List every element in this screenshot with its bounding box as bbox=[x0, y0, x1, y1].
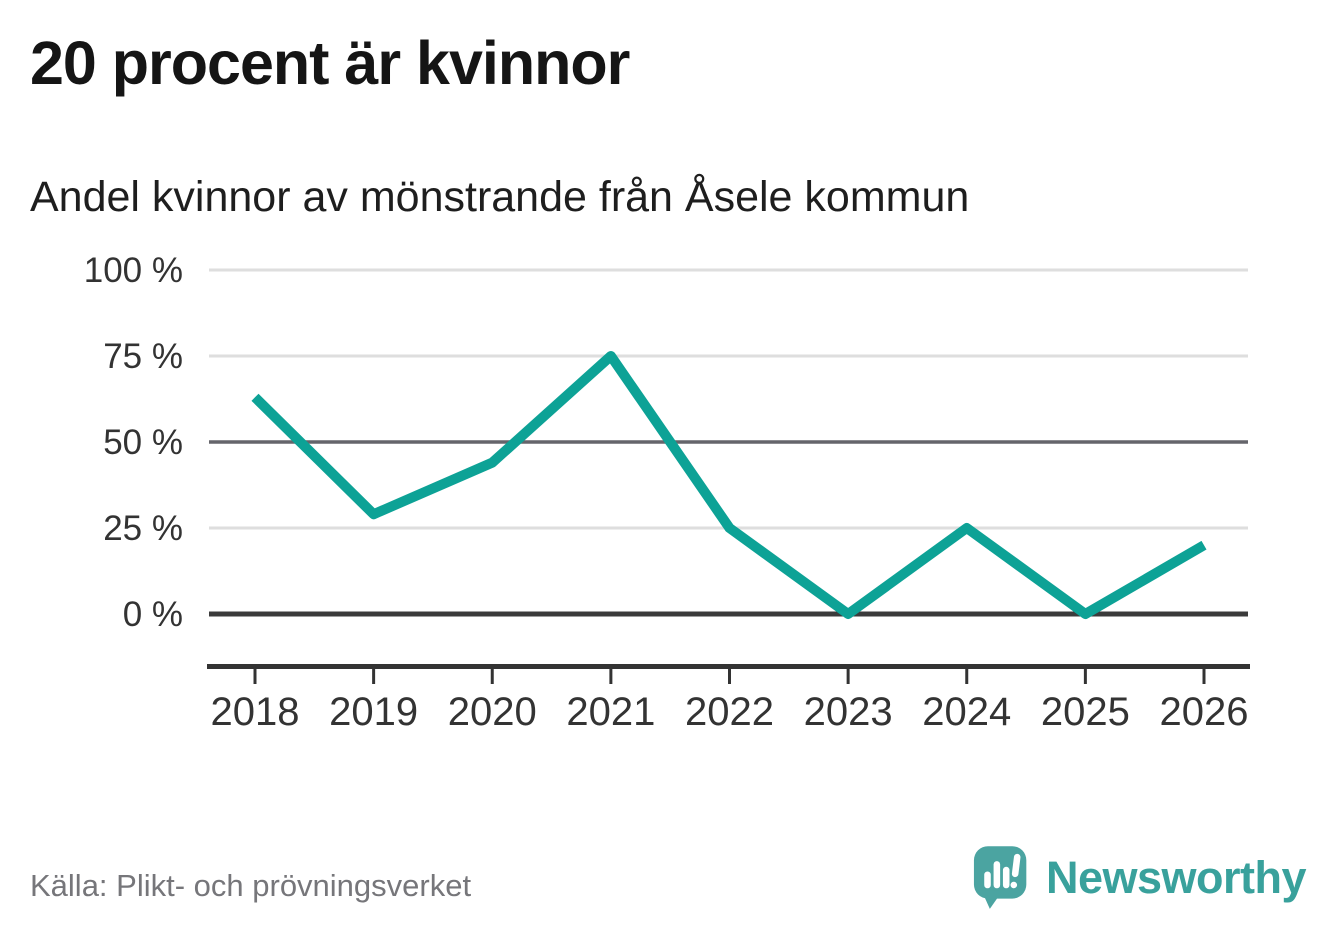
chart-subtitle: Andel kvinnor av mönstrande från Åsele k… bbox=[30, 173, 970, 221]
y-axis-label: 75 % bbox=[103, 337, 183, 376]
x-axis-label: 2020 bbox=[448, 690, 537, 734]
brand-name: Newsworthy bbox=[1046, 852, 1307, 903]
x-axis-label: 2023 bbox=[804, 690, 893, 734]
x-axis-label: 2022 bbox=[685, 690, 774, 734]
x-axis-label: 2018 bbox=[211, 690, 300, 734]
x-axis-label: 2026 bbox=[1160, 690, 1249, 734]
x-axis-label: 2021 bbox=[566, 690, 655, 734]
x-axis-label: 2019 bbox=[329, 690, 418, 734]
y-axis-label: 100 % bbox=[84, 251, 183, 290]
data-line-andel-kvinnor bbox=[251, 351, 1207, 619]
newsworthy-logo: Newsworthy bbox=[973, 838, 1307, 918]
y-axis-label: 50 % bbox=[103, 423, 183, 462]
y-axis-label: 25 % bbox=[103, 509, 183, 548]
newsworthy-speech-bubble-chart-icon bbox=[973, 846, 1027, 909]
source-text: Källa: Plikt- och prövningsverket bbox=[30, 868, 472, 903]
y-axis-label: 0 % bbox=[123, 595, 183, 634]
x-axis-label: 2025 bbox=[1041, 690, 1130, 734]
chart-title: 20 procent är kvinnor bbox=[30, 29, 630, 97]
x-axis-label: 2024 bbox=[922, 690, 1011, 734]
